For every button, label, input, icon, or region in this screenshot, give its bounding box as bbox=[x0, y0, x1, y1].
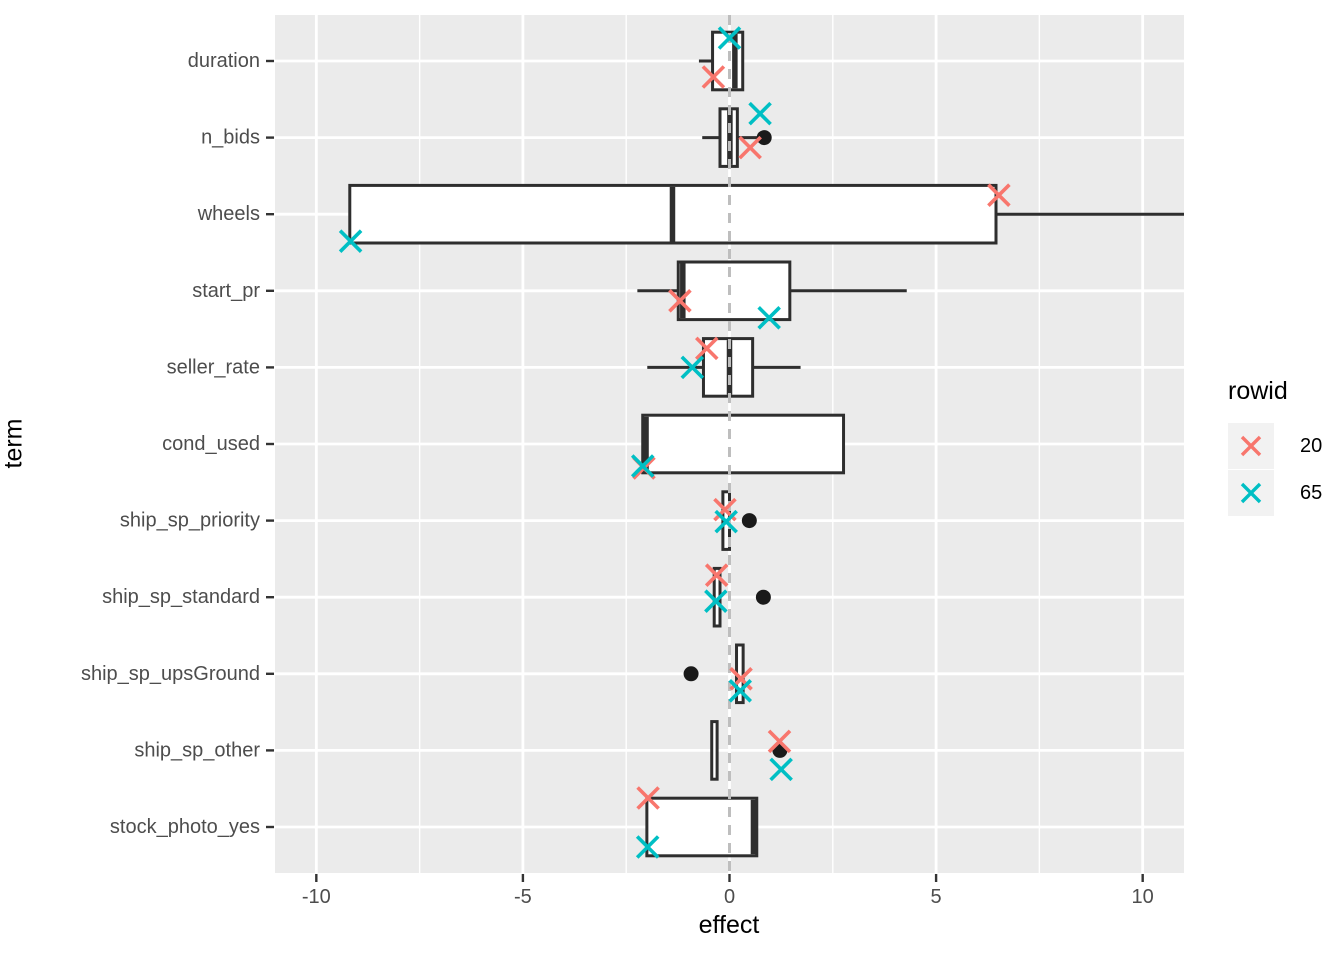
legend-entry-rowid-65: 65 bbox=[1228, 470, 1322, 516]
y-axis-title: term bbox=[0, 418, 28, 469]
marker-rowid20-ship_sp_standard bbox=[704, 563, 729, 587]
marker-rowid65-n_bids bbox=[748, 101, 772, 126]
outlier-dot-ship_sp_priority bbox=[741, 513, 757, 529]
legend: rowid 20 65 bbox=[1228, 377, 1322, 517]
legend-title: rowid bbox=[1228, 377, 1288, 405]
x-tick-label: 10 bbox=[1132, 886, 1154, 908]
legend-key-box bbox=[1228, 470, 1274, 516]
marker-rowid65-stock_photo_yes bbox=[635, 835, 660, 859]
legend-entry-rowid-20: 20 bbox=[1228, 423, 1322, 469]
marker-rowid65-ship_sp_priority bbox=[714, 509, 738, 534]
y-axis-label-duration: duration bbox=[188, 50, 260, 72]
marker-rowid65-seller_rate bbox=[680, 355, 705, 380]
marker-rowid20-duration bbox=[701, 65, 726, 89]
marker-rowid20-n_bids bbox=[738, 135, 762, 160]
marker-rowid65-ship_sp_standard bbox=[704, 589, 728, 613]
marker-rowid65-wheels bbox=[338, 229, 363, 253]
y-axis-label-ship_sp_upsGround: ship_sp_upsGround bbox=[81, 663, 260, 685]
box-start_pr bbox=[676, 260, 792, 322]
box-stock_photo_yes bbox=[645, 796, 759, 858]
x-tick-label: -10 bbox=[302, 886, 331, 908]
y-axis-label-ship_sp_standard: ship_sp_standard bbox=[102, 586, 260, 608]
outlier-dot-n_bids bbox=[756, 130, 772, 146]
box-ship_sp_other bbox=[710, 720, 719, 781]
x-tick-label: 5 bbox=[931, 886, 942, 908]
outlier-dot-ship_sp_standard bbox=[755, 589, 771, 605]
y-axis-label-seller_rate: seller_rate bbox=[167, 356, 260, 378]
y-axis-label-wheels: wheels bbox=[197, 203, 260, 225]
legend-label: 20 bbox=[1300, 434, 1323, 457]
marker-rowid65-cond_used bbox=[630, 454, 655, 478]
marker-rowid20-ship_sp_priority bbox=[713, 497, 737, 522]
y-axis-label-start_pr: start_pr bbox=[192, 280, 260, 302]
rowid-65-x-icon bbox=[1240, 482, 1262, 504]
marker-rowid20-seller_rate bbox=[695, 336, 719, 361]
marker-rowid65-duration bbox=[717, 26, 742, 50]
marker-rowid65-ship_sp_upsGround bbox=[728, 679, 753, 703]
rowid-20-x-icon bbox=[1240, 435, 1262, 457]
y-axis-label-stock_photo_yes: stock_photo_yes bbox=[110, 816, 260, 838]
marker-rowid65-start_pr bbox=[757, 306, 781, 330]
marker-rowid65-ship_sp_other bbox=[769, 757, 793, 782]
marker-rowid20-stock_photo_yes bbox=[636, 786, 660, 810]
marker-rowid20-start_pr bbox=[668, 289, 692, 313]
y-axis-label-n_bids: n_bids bbox=[201, 127, 260, 149]
marker-rowid20-ship_sp_other bbox=[767, 729, 792, 754]
x-tick-label: -5 bbox=[514, 886, 532, 908]
box-cond_used bbox=[641, 413, 846, 475]
x-tick-label: 0 bbox=[724, 886, 735, 908]
y-axis-label-ship_sp_priority: ship_sp_priority bbox=[120, 510, 260, 532]
x-axis-title: effect bbox=[698, 911, 760, 939]
legend-key-box bbox=[1228, 423, 1274, 469]
y-axis-label-ship_sp_other: ship_sp_other bbox=[134, 739, 260, 761]
outlier-dot-ship_sp_upsGround bbox=[683, 666, 699, 682]
marker-rowid20-wheels bbox=[987, 183, 1011, 207]
y-axis-label-cond_used: cond_used bbox=[162, 433, 260, 455]
legend-label: 65 bbox=[1300, 481, 1323, 504]
